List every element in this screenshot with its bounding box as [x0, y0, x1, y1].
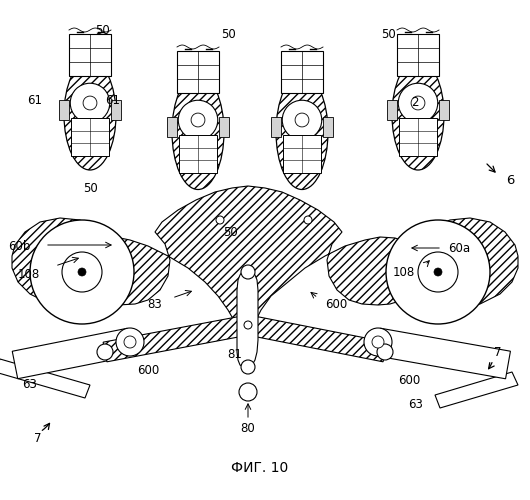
Bar — [179, 135, 217, 173]
Circle shape — [386, 220, 490, 324]
Bar — [177, 51, 219, 93]
Bar — [399, 118, 437, 156]
Ellipse shape — [64, 60, 116, 170]
Text: 50: 50 — [95, 24, 110, 38]
Text: 108: 108 — [393, 266, 415, 278]
Circle shape — [244, 321, 252, 329]
Bar — [71, 118, 109, 156]
Text: 60a: 60a — [448, 242, 470, 254]
Text: 50: 50 — [223, 226, 237, 238]
Text: 63: 63 — [408, 398, 423, 411]
Bar — [439, 100, 449, 120]
Circle shape — [241, 265, 255, 279]
Text: 60b: 60b — [8, 240, 30, 254]
Polygon shape — [435, 372, 518, 408]
Circle shape — [239, 383, 257, 401]
Bar — [219, 117, 229, 137]
Text: 108: 108 — [18, 268, 40, 281]
Circle shape — [411, 96, 425, 110]
Circle shape — [295, 113, 309, 127]
Circle shape — [216, 216, 224, 224]
Bar — [323, 117, 333, 137]
Polygon shape — [0, 359, 90, 398]
Bar — [111, 100, 121, 120]
Circle shape — [97, 344, 113, 360]
Text: 61: 61 — [28, 94, 42, 106]
Polygon shape — [12, 328, 132, 378]
Bar — [271, 117, 281, 137]
Text: 50: 50 — [382, 28, 396, 40]
Circle shape — [398, 83, 438, 123]
Circle shape — [377, 344, 393, 360]
Text: 81: 81 — [227, 348, 242, 362]
Circle shape — [83, 96, 97, 110]
Circle shape — [372, 336, 384, 348]
Circle shape — [70, 83, 110, 123]
Bar — [59, 100, 69, 120]
Text: 600: 600 — [325, 298, 347, 310]
Text: 61: 61 — [105, 94, 120, 106]
Circle shape — [434, 268, 442, 276]
Circle shape — [62, 252, 102, 292]
Polygon shape — [376, 328, 510, 379]
Circle shape — [282, 100, 322, 140]
Circle shape — [78, 268, 86, 276]
Text: 600: 600 — [137, 364, 159, 376]
Circle shape — [364, 328, 392, 356]
Polygon shape — [398, 218, 518, 308]
Ellipse shape — [172, 74, 224, 190]
Text: 6: 6 — [506, 174, 514, 186]
Text: 50: 50 — [83, 182, 98, 194]
Polygon shape — [12, 218, 132, 308]
Bar — [167, 117, 177, 137]
Text: 600: 600 — [398, 374, 420, 386]
Text: 2: 2 — [411, 96, 419, 108]
Circle shape — [30, 220, 134, 324]
Text: 80: 80 — [241, 422, 255, 434]
Ellipse shape — [276, 74, 328, 190]
Bar — [283, 135, 321, 173]
Bar — [387, 100, 397, 120]
Text: 83: 83 — [147, 298, 162, 310]
Ellipse shape — [392, 60, 444, 170]
Bar — [281, 51, 323, 93]
Circle shape — [418, 252, 458, 292]
Polygon shape — [70, 186, 425, 342]
Bar — [397, 34, 439, 76]
Circle shape — [124, 336, 136, 348]
Text: 50: 50 — [220, 28, 235, 40]
Circle shape — [304, 216, 312, 224]
Text: 7: 7 — [34, 432, 42, 444]
Polygon shape — [246, 315, 387, 362]
Circle shape — [241, 360, 255, 374]
Text: 63: 63 — [22, 378, 37, 392]
Text: 7: 7 — [494, 346, 502, 358]
Bar — [69, 34, 111, 76]
Polygon shape — [103, 315, 250, 362]
Text: ФИГ. 10: ФИГ. 10 — [232, 461, 289, 475]
Circle shape — [116, 328, 144, 356]
Circle shape — [191, 113, 205, 127]
Polygon shape — [237, 270, 258, 367]
Circle shape — [178, 100, 218, 140]
